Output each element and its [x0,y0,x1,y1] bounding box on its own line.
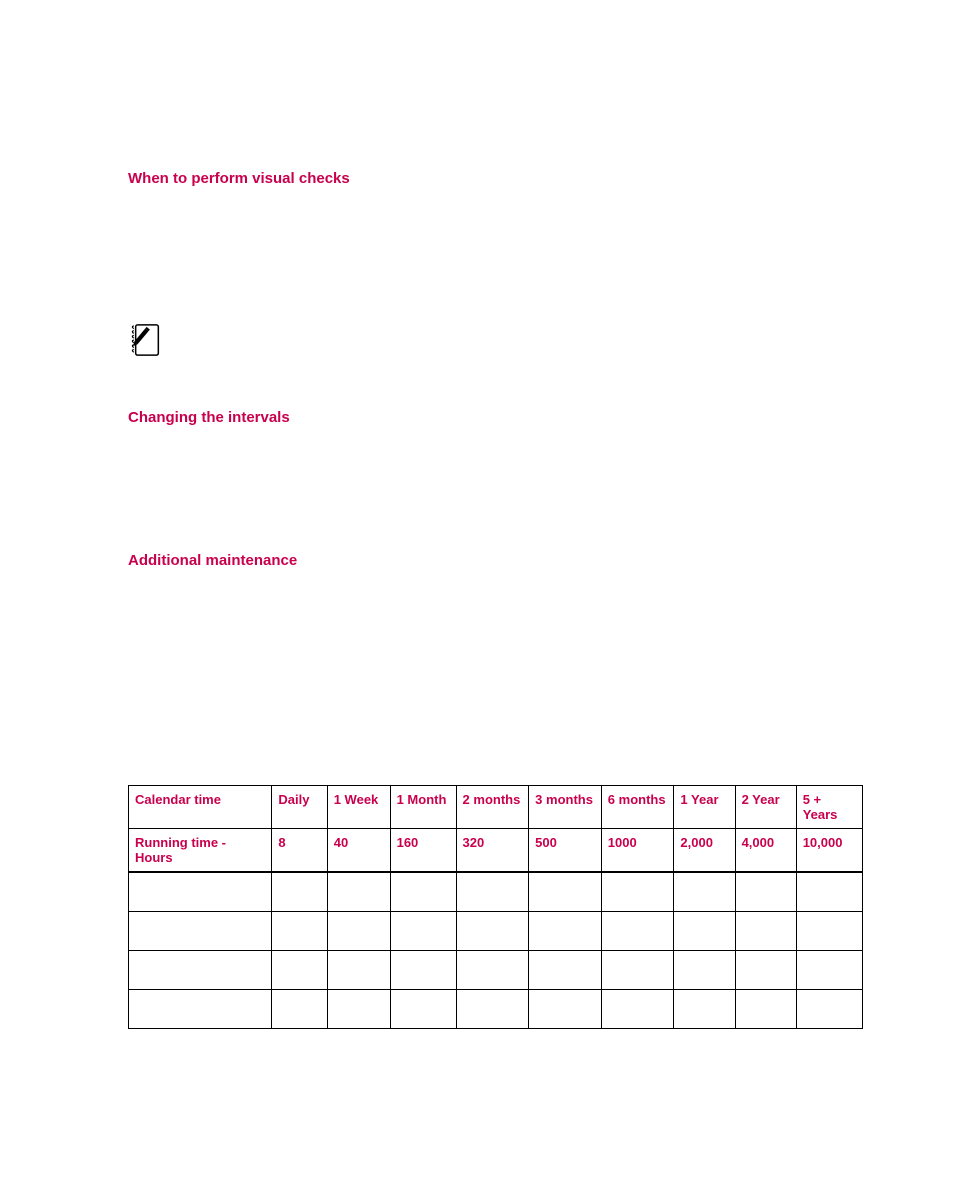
table-cell [390,951,456,990]
table-header-cell: 2,000 [674,829,735,873]
table-cell [796,951,862,990]
table-row [129,990,863,1029]
table-cell [272,951,327,990]
table-cell [327,912,390,951]
table-header-cell: 320 [456,829,529,873]
table-cell [456,872,529,912]
table-cell [674,951,735,990]
heading-additional-maintenance: Additional maintenance [128,552,864,569]
table-cell [735,990,796,1029]
table-header-cell: 160 [390,829,456,873]
table-cell [529,912,602,951]
table-cell [272,912,327,951]
table-cell [456,912,529,951]
table-cell [327,872,390,912]
spacer [128,585,864,785]
table-cell [735,872,796,912]
table-header-cell: 500 [529,829,602,873]
table-header-cell: 5 + Years [796,786,862,829]
table-cell [390,872,456,912]
table-header-cell: 40 [327,829,390,873]
table-cell [272,990,327,1029]
table-cell [327,990,390,1029]
table-header-cell: 1 Month [390,786,456,829]
table-header-cell: 2 Year [735,786,796,829]
table-cell [529,951,602,990]
heading-changing-intervals: Changing the intervals [128,409,864,426]
table-cell [796,872,862,912]
table-header-cell: 1 Week [327,786,390,829]
note-block [128,323,864,357]
table-cell [129,951,272,990]
table-row: Running time - Hours 8 40 160 320 500 10… [129,829,863,873]
table-header-cell: Running time - Hours [129,829,272,873]
table-cell [129,990,272,1029]
table-cell [674,990,735,1029]
table-header-cell: 4,000 [735,829,796,873]
table-header-cell: 1000 [601,829,674,873]
maintenance-schedule-table: Calendar time Daily 1 Week 1 Month 2 mon… [128,785,863,1029]
table-cell [390,912,456,951]
spacer [128,442,864,552]
table-row [129,872,863,912]
table-cell [601,990,674,1029]
table-header-cell: 8 [272,829,327,873]
table-cell [601,912,674,951]
document-page: When to perform visual checks [0,0,954,1089]
table-header-cell: 10,000 [796,829,862,873]
table-row [129,912,863,951]
table-cell [601,951,674,990]
table-cell [129,872,272,912]
table-header-cell: 2 months [456,786,529,829]
table-cell [674,872,735,912]
table-cell [129,912,272,951]
table-row: Calendar time Daily 1 Week 1 Month 2 mon… [129,786,863,829]
table-cell [456,951,529,990]
spacer [128,203,864,323]
note-icon [128,323,166,357]
table-cell [529,990,602,1029]
table-header-cell: Calendar time [129,786,272,829]
table-header-cell: Daily [272,786,327,829]
table-cell [529,872,602,912]
table-cell [674,912,735,951]
table-cell [735,912,796,951]
table-cell [390,990,456,1029]
table-header-cell: 3 months [529,786,602,829]
heading-visual-checks: When to perform visual checks [128,170,864,187]
table-header-cell: 1 Year [674,786,735,829]
table-cell [456,990,529,1029]
table-cell [735,951,796,990]
table-cell [327,951,390,990]
table-cell [796,912,862,951]
table-row [129,951,863,990]
table-cell [601,872,674,912]
table-header-cell: 6 months [601,786,674,829]
table-cell [272,872,327,912]
table-cell [796,990,862,1029]
